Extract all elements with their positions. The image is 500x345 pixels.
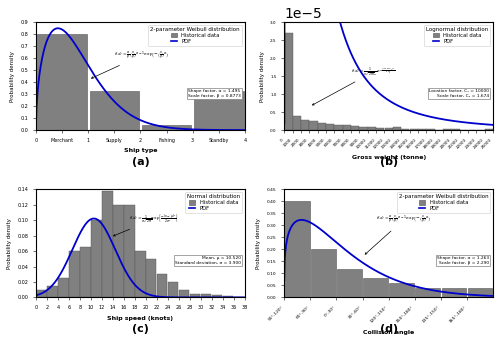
Text: Shape factor, α = 1.263
Scale factor, β = 2.290: Shape factor, α = 1.263 Scale factor, β … <box>437 256 489 265</box>
Bar <box>224 296 234 297</box>
Bar <box>442 288 466 297</box>
Bar <box>376 128 384 130</box>
Bar <box>70 251 80 297</box>
Bar <box>318 123 326 130</box>
Bar <box>384 128 392 130</box>
Bar <box>311 249 336 297</box>
Bar <box>452 129 460 130</box>
Text: $f(x)=\frac{1}{x\sqrt{2\pi}C_2}e^{-\frac{(\ln x-C_1)^2}{2C_2^2}}$: $f(x)=\frac{1}{x\sqrt{2\pi}C_2}e^{-\frac… <box>312 66 396 105</box>
Legend: Historical data, PDF: Historical data, PDF <box>185 192 242 214</box>
Text: Shape factor, α = 1.495
Scale factor, β = 0.8773: Shape factor, α = 1.495 Scale factor, β … <box>188 89 240 98</box>
Bar <box>92 220 102 297</box>
Bar <box>285 201 310 297</box>
Text: (b): (b) <box>380 157 398 167</box>
Bar <box>158 274 168 297</box>
Bar <box>36 290 46 297</box>
Text: $f(x)=\frac{\alpha}{\beta}\left(\frac{x}{\beta}\right)^{\alpha-1}\exp\!\left(-\l: $f(x)=\frac{\alpha}{\beta}\left(\frac{x}… <box>92 49 170 78</box>
Bar <box>90 90 139 130</box>
Y-axis label: Probability density: Probability density <box>260 51 264 101</box>
X-axis label: Gross weight (tonne): Gross weight (tonne) <box>352 155 426 160</box>
Bar <box>202 294 211 297</box>
Text: (c): (c) <box>132 324 149 334</box>
Text: Location factor, C₁ = 10000
Scale factor, C₂ = 1.674: Location factor, C₁ = 10000 Scale factor… <box>429 89 489 98</box>
Bar <box>38 34 87 130</box>
Bar <box>58 278 68 297</box>
Bar <box>337 269 362 297</box>
Bar <box>410 129 418 130</box>
Bar <box>48 286 58 297</box>
Bar <box>360 127 368 130</box>
Y-axis label: Probability density: Probability density <box>10 51 15 101</box>
Bar <box>180 290 190 297</box>
Y-axis label: Probability density: Probability density <box>256 218 262 269</box>
Bar <box>124 205 134 297</box>
Bar <box>334 125 342 130</box>
Bar <box>363 278 388 297</box>
Bar <box>351 126 360 130</box>
Bar <box>426 129 434 130</box>
X-axis label: Collision angle: Collision angle <box>363 329 414 335</box>
Text: (d): (d) <box>380 324 398 334</box>
Bar <box>146 259 156 297</box>
Bar <box>301 120 309 130</box>
Bar <box>418 129 426 130</box>
Bar <box>142 125 192 130</box>
Bar <box>310 121 318 130</box>
Bar <box>80 247 90 297</box>
Bar <box>368 127 376 130</box>
Legend: Historical data, PDF: Historical data, PDF <box>396 192 490 214</box>
Bar <box>102 191 113 297</box>
Legend: Historical data, PDF: Historical data, PDF <box>424 25 490 46</box>
Bar <box>284 33 292 130</box>
Legend: Historical data, PDF: Historical data, PDF <box>148 25 242 46</box>
Bar <box>212 295 222 297</box>
Bar <box>190 294 200 297</box>
Text: $f(x)=\frac{\alpha}{\beta}\left(\frac{x}{\beta}\right)^{\alpha-1}\exp\!\left(-\l: $f(x)=\frac{\alpha}{\beta}\left(\frac{x}… <box>365 214 430 254</box>
Bar <box>168 282 178 297</box>
Bar <box>292 116 301 130</box>
Bar <box>402 129 409 130</box>
Text: $f(x)=\frac{1}{\sigma\sqrt{2\pi}}\exp\!\left[\frac{-(x-\mu)^2}{2\sigma^2}\right]: $f(x)=\frac{1}{\sigma\sqrt{2\pi}}\exp\!\… <box>114 213 178 236</box>
Bar <box>443 129 451 130</box>
Bar <box>468 288 492 297</box>
Bar <box>390 283 414 297</box>
X-axis label: Ship speed (knots): Ship speed (knots) <box>108 316 174 321</box>
Bar <box>326 124 334 130</box>
Bar <box>194 90 244 130</box>
Bar <box>136 251 145 297</box>
Bar <box>416 288 440 297</box>
Text: (a): (a) <box>132 157 150 167</box>
X-axis label: Ship type: Ship type <box>124 148 157 153</box>
Y-axis label: Probability density: Probability density <box>7 218 12 269</box>
Text: Mean, μ = 10.520
Standard deviation, σ = 3.900: Mean, μ = 10.520 Standard deviation, σ =… <box>174 256 240 265</box>
Bar <box>393 127 401 130</box>
Bar <box>114 205 124 297</box>
Bar <box>485 129 493 130</box>
Bar <box>343 126 351 130</box>
